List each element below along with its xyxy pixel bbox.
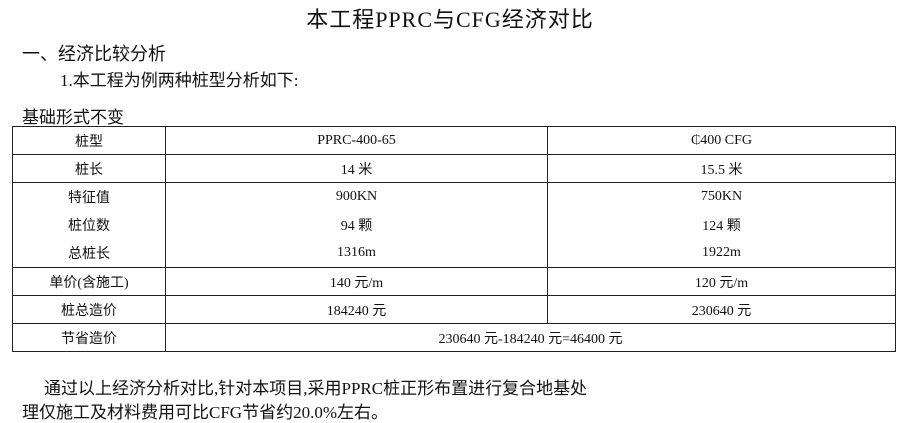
table-caption: 基础形式不变 bbox=[22, 108, 124, 127]
table-row: 总桩长 1316m 1922m bbox=[12, 239, 896, 268]
row-label: 单价(含施工) bbox=[12, 267, 166, 296]
pprc-value: 14 米 bbox=[165, 154, 548, 183]
table-row: 单价(含施工) 140 元/m 120 元/m bbox=[12, 267, 896, 296]
conclusion-line-2: 理仅施工及材料费用可比CFG节省约20.0%左右。 bbox=[22, 403, 388, 422]
cfg-value: 15.5 米 bbox=[547, 154, 896, 183]
row-label: 桩总造价 bbox=[12, 295, 166, 324]
table-row: 特征值 900KN 750KN bbox=[12, 182, 896, 211]
row-label: 桩长 bbox=[12, 154, 166, 183]
subheading: 1.本工程为例两种桩型分析如下: bbox=[60, 71, 299, 90]
section-heading: 一、经济比较分析 bbox=[22, 44, 166, 64]
row-label: 桩位数 bbox=[12, 211, 166, 239]
document-title: 本工程PPRC与CFG经济对比 bbox=[306, 7, 594, 32]
cfg-value: 1922m bbox=[547, 239, 896, 268]
pprc-value: 94 颗 bbox=[165, 211, 548, 239]
row-label: 节省造价 bbox=[12, 323, 166, 352]
pprc-value: 184240 元 bbox=[165, 295, 548, 324]
pprc-value: 140 元/m bbox=[165, 267, 548, 296]
table-row: 桩长 14 米 15.5 米 bbox=[12, 154, 896, 183]
comparison-table: 桩型 PPRC-400-65 ₵400 CFG 桩长 14 米 15.5 米 特… bbox=[12, 126, 896, 352]
table-row: 桩型 PPRC-400-65 ₵400 CFG bbox=[12, 126, 896, 155]
row-label: 桩型 bbox=[12, 126, 166, 155]
conclusion-line-1: 通过以上经济分析对比,针对本项目,采用PPRC桩正形布置进行复合地基处 bbox=[44, 379, 588, 398]
savings-row: 节省造价 230640 元-184240 元=46400 元 bbox=[12, 323, 896, 352]
row-label: 特征值 bbox=[12, 182, 166, 211]
cfg-value: 124 颗 bbox=[547, 211, 896, 239]
row-label: 总桩长 bbox=[12, 239, 166, 268]
cfg-value: ₵400 CFG bbox=[547, 126, 896, 155]
pprc-value: 900KN bbox=[165, 182, 548, 211]
cfg-value: 230640 元 bbox=[547, 295, 896, 324]
pprc-value: PPRC-400-65 bbox=[165, 126, 548, 155]
cfg-value: 120 元/m bbox=[547, 267, 896, 296]
savings-value: 230640 元-184240 元=46400 元 bbox=[165, 323, 896, 352]
table-row: 桩位数 94 颗 124 颗 bbox=[12, 211, 896, 239]
cfg-value: 750KN bbox=[547, 182, 896, 211]
table-row: 桩总造价 184240 元 230640 元 bbox=[12, 295, 896, 324]
pprc-value: 1316m bbox=[165, 239, 548, 268]
